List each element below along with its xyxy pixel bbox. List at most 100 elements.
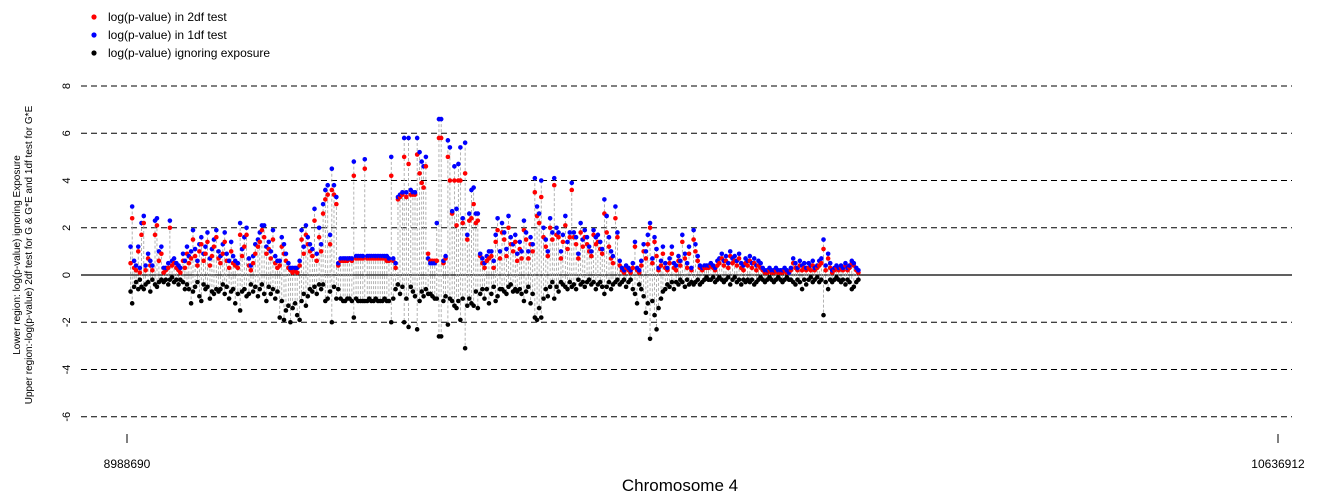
point-2df (320, 211, 326, 216)
point-ignoring-exposure (803, 282, 809, 287)
point-1df (214, 227, 219, 233)
point-1df (401, 135, 407, 141)
point-2df (669, 251, 675, 257)
x-axis: 8988690 10636912 Chromosome 4 (104, 434, 1305, 495)
point-2df (261, 234, 267, 240)
point-2df (214, 234, 219, 240)
point-ignoring-exposure (351, 315, 357, 320)
point-1df (851, 260, 857, 266)
point-2df (218, 260, 223, 266)
point-1df (491, 258, 496, 264)
point-2df (137, 270, 143, 275)
point-ignoring-exposure (310, 289, 315, 294)
point-ignoring-exposure (606, 279, 612, 285)
y-tick-label: 0 (61, 272, 73, 278)
point-1df (684, 260, 690, 266)
point-2df (220, 251, 226, 257)
point-2df (613, 216, 618, 221)
point-ignoring-exposure (133, 279, 139, 285)
point-1df (388, 154, 394, 160)
point-1df (617, 258, 623, 264)
point-2df (749, 265, 755, 271)
point-ignoring-exposure (401, 319, 407, 325)
point-1df (819, 256, 824, 261)
point-1df (414, 135, 420, 141)
point-2df (447, 178, 453, 183)
point-ignoring-exposure (491, 284, 496, 290)
point-1df (182, 258, 188, 264)
point-1df (283, 251, 289, 257)
point-1df (530, 241, 535, 247)
point-ignoring-exposure (528, 301, 533, 306)
point-2df (469, 216, 474, 221)
point-2df (255, 244, 261, 249)
point-2df (318, 249, 324, 254)
point-1df (578, 220, 583, 226)
point-2df (423, 164, 429, 169)
point-ignoring-exposure (475, 305, 481, 311)
point-1df (736, 251, 742, 257)
point-1df (827, 260, 833, 266)
point-1df (565, 239, 570, 245)
point-2df (560, 239, 566, 245)
point-ignoring-exposure (275, 289, 280, 294)
point-1df (316, 225, 322, 231)
point-1df (793, 260, 798, 266)
point-1df (475, 211, 481, 216)
point-1df (277, 258, 283, 264)
point-1df (821, 237, 826, 242)
point-1df (615, 230, 620, 235)
point-ignoring-exposure (197, 293, 202, 299)
point-ignoring-exposure (582, 284, 588, 290)
point-2df (316, 234, 322, 240)
point-1df (493, 232, 498, 238)
point-2df (277, 263, 283, 268)
point-ignoring-exposure (808, 275, 814, 280)
point-1df (305, 234, 311, 240)
point-ignoring-exposure (486, 301, 492, 306)
point-ignoring-exposure (316, 282, 322, 287)
point-ignoring-exposure (404, 296, 409, 301)
point-ignoring-exposure (410, 289, 416, 294)
point-1df (597, 239, 603, 245)
point-1df (512, 232, 518, 238)
point-ignoring-exposure (281, 317, 287, 323)
point-ignoring-exposure (397, 291, 403, 297)
point-ignoring-exposure (141, 286, 147, 292)
point-1df (610, 253, 616, 259)
point-ignoring-exposure (482, 296, 487, 301)
point-ignoring-exposure (793, 282, 798, 287)
point-ignoring-exposure (335, 286, 341, 292)
point-ignoring-exposure (634, 301, 640, 306)
point-2df (717, 260, 722, 266)
point-1df (647, 220, 653, 226)
y-axis-label-upper: Upper region:-log(p-value) 2df test for … (24, 105, 35, 404)
point-ignoring-exposure (680, 279, 685, 285)
point-1df (501, 230, 507, 235)
point-1df (810, 258, 816, 264)
point-2df (691, 237, 696, 242)
point-ignoring-exposure (684, 277, 690, 283)
point-ignoring-exposure (823, 279, 828, 285)
point-2df (695, 258, 701, 264)
point-ignoring-exposure (819, 277, 824, 283)
point-ignoring-exposure (736, 277, 742, 283)
point-2df (205, 239, 210, 245)
point-ignoring-exposure (462, 345, 468, 351)
point-ignoring-exposure (565, 286, 570, 292)
point-ignoring-exposure (224, 284, 229, 290)
point-2df (325, 192, 331, 197)
point-1df (691, 227, 696, 233)
point-ignoring-exposure (632, 291, 638, 297)
point-ignoring-exposure (294, 312, 300, 318)
point-ignoring-exposure (283, 308, 289, 313)
point-2df (327, 241, 333, 247)
point-1df (423, 154, 429, 160)
point-1df (131, 258, 137, 264)
point-2df (312, 218, 317, 223)
point-2df (133, 267, 139, 273)
point-2df (195, 263, 200, 268)
point-2df (458, 178, 463, 183)
point-2df (188, 256, 194, 261)
point-1df (602, 197, 607, 202)
